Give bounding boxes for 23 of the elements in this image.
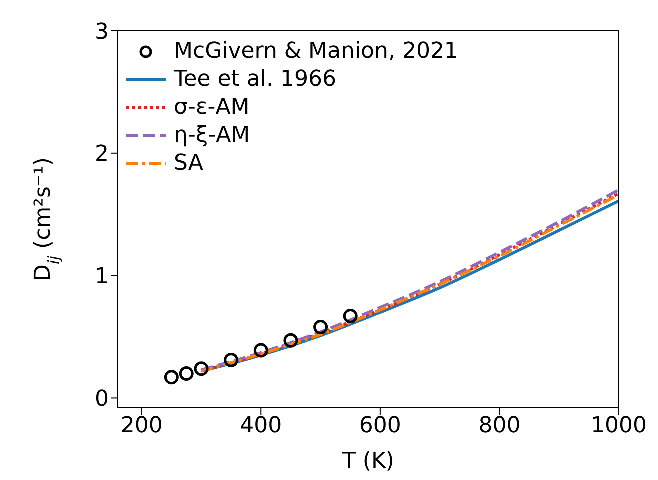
x-tick-label: 800 [478,414,521,439]
x-tick-label: 600 [359,414,402,439]
point [179,366,194,381]
legend-label: SA [174,150,204,178]
point [343,308,358,324]
point [194,362,209,376]
x-tick-label: 200 [120,414,163,439]
x-tick-label: 400 [240,414,282,439]
point [254,343,268,358]
y-tick-label: 0 [95,387,109,412]
legend-label: σ-ε-AM [174,94,250,122]
y-tick-label: 3 [95,20,109,45]
point [164,370,179,385]
legend-label: η-ξ-AM [174,122,250,150]
point [284,333,298,348]
x-tick-label: 1000 [591,414,647,439]
point [224,353,239,368]
y-tick-label: 1 [95,264,109,290]
point [314,320,328,334]
legend-label: McGivern & Manion, 2021 [174,38,458,66]
legend-label: Tee et al. 1966 [174,66,336,94]
y-tick-label: 2 [95,142,109,168]
x-axis-title: T (K) [341,449,395,474]
